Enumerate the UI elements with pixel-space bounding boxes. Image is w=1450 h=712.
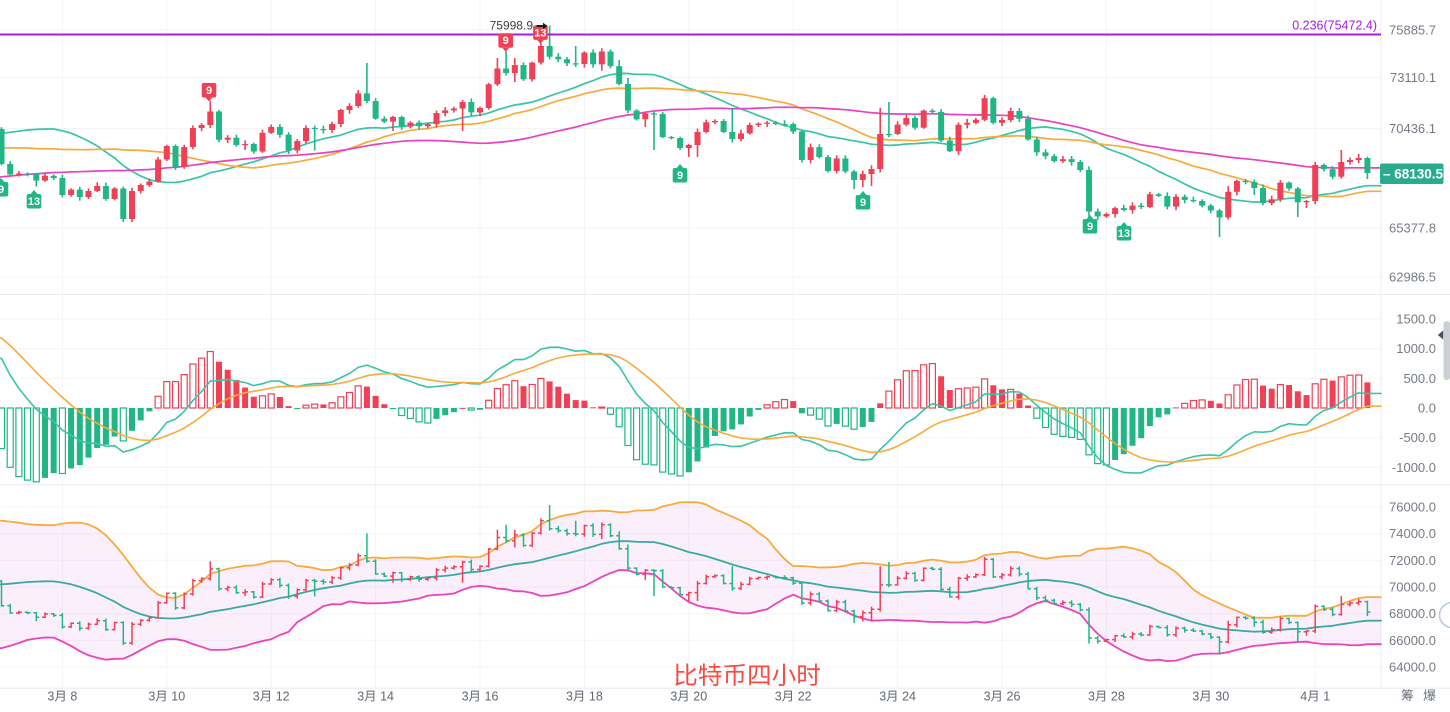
- svg-text:4: 4: [1300, 690, 1307, 704]
- svg-text:18: 18: [589, 690, 603, 704]
- svg-text:74000.0: 74000.0: [1389, 526, 1436, 541]
- svg-text:24: 24: [902, 690, 916, 704]
- svg-text:16: 16: [485, 690, 499, 704]
- svg-text:62986.5: 62986.5: [1389, 270, 1436, 285]
- svg-text:3: 3: [1192, 690, 1199, 704]
- svg-text:-1000.0: -1000.0: [1392, 460, 1436, 475]
- svg-text:22: 22: [798, 690, 812, 704]
- svg-text:12: 12: [276, 690, 290, 704]
- svg-text:3: 3: [879, 690, 886, 704]
- svg-text:1500.0: 1500.0: [1396, 312, 1436, 327]
- svg-text:68000.0: 68000.0: [1389, 606, 1436, 621]
- svg-text:9: 9: [503, 35, 509, 47]
- svg-text:9: 9: [677, 170, 683, 182]
- svg-text:3: 3: [462, 690, 469, 704]
- svg-text:70436.1: 70436.1: [1389, 121, 1436, 136]
- svg-text:9: 9: [206, 85, 212, 97]
- svg-text:1: 1: [1323, 690, 1330, 704]
- svg-text:28: 28: [1111, 690, 1125, 704]
- svg-text:20: 20: [693, 690, 707, 704]
- svg-text:500.0: 500.0: [1403, 371, 1436, 386]
- svg-text:65377.8: 65377.8: [1389, 221, 1436, 236]
- svg-text:13: 13: [28, 196, 40, 208]
- svg-text:3: 3: [566, 690, 573, 704]
- svg-text:3: 3: [148, 690, 155, 704]
- svg-text:– 68130.5: – 68130.5: [1383, 167, 1444, 182]
- svg-text:75885.7: 75885.7: [1389, 23, 1436, 38]
- svg-text:13: 13: [534, 27, 546, 39]
- svg-text:73110.1: 73110.1: [1390, 70, 1436, 85]
- svg-text:3: 3: [47, 690, 54, 704]
- svg-text:26: 26: [1007, 690, 1021, 704]
- svg-text:75998.9: 75998.9: [490, 19, 534, 33]
- svg-text:64000.0: 64000.0: [1389, 660, 1436, 675]
- svg-text:9: 9: [1087, 221, 1093, 233]
- svg-text:70000.0: 70000.0: [1389, 580, 1436, 595]
- svg-text:3: 3: [775, 690, 782, 704]
- svg-text:72000.0: 72000.0: [1389, 553, 1436, 568]
- svg-text:10: 10: [171, 690, 185, 704]
- svg-text:9: 9: [0, 184, 4, 196]
- svg-text:3: 3: [357, 690, 364, 704]
- svg-text:3: 3: [984, 690, 991, 704]
- svg-text:76000.0: 76000.0: [1389, 500, 1436, 515]
- svg-text:9: 9: [860, 197, 866, 209]
- svg-text:3: 3: [253, 690, 260, 704]
- svg-text:3: 3: [670, 690, 677, 704]
- svg-text:0.0: 0.0: [1418, 401, 1436, 416]
- svg-text:14: 14: [380, 690, 394, 704]
- svg-text:66000.0: 66000.0: [1389, 633, 1436, 648]
- svg-text:-500.0: -500.0: [1399, 430, 1436, 445]
- svg-text:13: 13: [1118, 228, 1130, 240]
- svg-text:3: 3: [1088, 690, 1095, 704]
- svg-text:8: 8: [70, 690, 77, 704]
- svg-text:0.236(75472.4): 0.236(75472.4): [1292, 19, 1377, 33]
- svg-text:30: 30: [1215, 690, 1229, 704]
- svg-text:1000.0: 1000.0: [1396, 341, 1436, 356]
